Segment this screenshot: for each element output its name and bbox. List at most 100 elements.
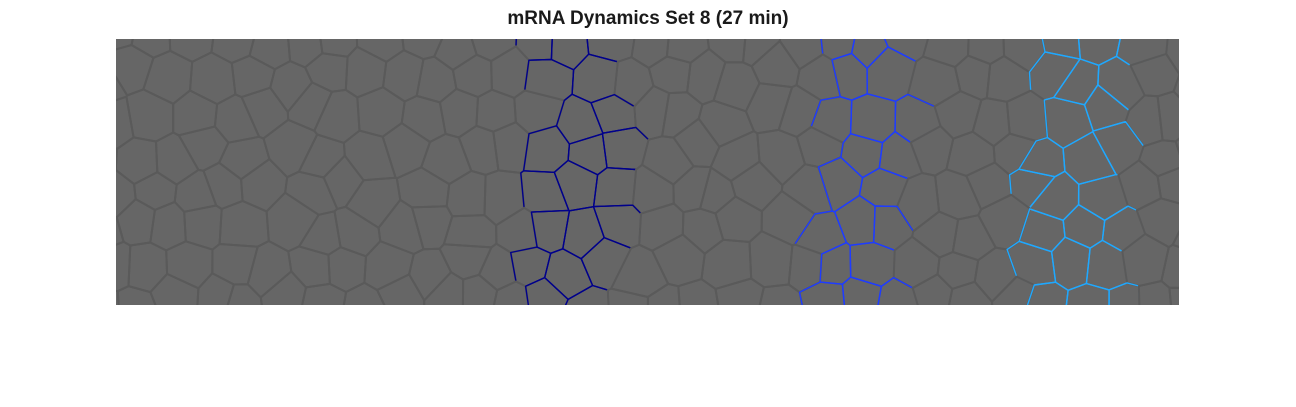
cell — [363, 240, 415, 291]
cell — [125, 88, 175, 143]
cell — [992, 132, 1038, 176]
highlighted-cell-stripe-2 — [819, 241, 852, 285]
cell — [492, 121, 530, 174]
cell — [445, 169, 487, 218]
cell — [262, 118, 319, 179]
cell — [304, 52, 349, 93]
highlighted-cell-stripe-3 — [1083, 84, 1130, 132]
cell — [906, 55, 962, 108]
highlighted-cell-stripe-3 — [1008, 168, 1056, 209]
cell — [433, 39, 478, 71]
cell — [991, 275, 1036, 305]
highlighted-cell-stripe-3 — [1041, 39, 1081, 60]
cell — [381, 122, 431, 180]
cell — [297, 133, 346, 179]
cell-tessellation — [116, 39, 1179, 305]
cell — [344, 176, 402, 229]
cell — [892, 235, 941, 289]
cell — [742, 39, 782, 68]
highlighted-cell-stripe-1 — [553, 159, 599, 212]
cell — [1135, 197, 1179, 249]
cell — [411, 205, 454, 251]
cell — [606, 287, 649, 305]
cell — [438, 243, 493, 281]
cell — [714, 277, 765, 305]
highlighted-cell-stripe-3 — [1092, 120, 1145, 176]
cell — [1002, 39, 1046, 74]
highlighted-cell-stripe-1 — [550, 39, 590, 71]
cell — [697, 99, 755, 148]
highlighted-cell-stripe-1 — [524, 276, 569, 305]
cell — [423, 271, 465, 305]
cell — [116, 168, 137, 219]
highlighted-cell-stripe-2 — [850, 39, 889, 69]
cell — [442, 214, 498, 249]
cell — [651, 233, 706, 288]
cell — [1005, 89, 1049, 142]
cell — [287, 245, 331, 289]
cell — [211, 243, 259, 286]
cell — [116, 136, 159, 186]
cell — [218, 135, 271, 181]
cell — [301, 282, 348, 305]
highlighted-cell-stripe-2 — [817, 156, 864, 213]
cell — [116, 44, 155, 97]
cell — [911, 210, 960, 259]
cell — [681, 207, 725, 255]
cell — [168, 39, 215, 63]
cell — [142, 49, 194, 105]
cell — [672, 117, 721, 169]
highlighted-cell-stripe-1 — [515, 39, 553, 61]
cell — [677, 278, 720, 305]
cell — [613, 56, 655, 108]
cell — [226, 283, 263, 305]
cell — [356, 86, 406, 138]
cell — [641, 135, 695, 186]
highlighted-cell-stripe-3 — [1050, 236, 1091, 292]
cell — [760, 190, 816, 247]
tissue-image-panel — [116, 39, 1179, 305]
highlighted-cell-stripe-2 — [841, 276, 883, 305]
cell — [149, 272, 200, 305]
cell — [438, 87, 479, 139]
highlighted-cell-stripe-3 — [1077, 39, 1121, 66]
cell — [395, 166, 451, 209]
highlighted-cell-stripe-2 — [873, 205, 914, 252]
cell — [344, 45, 388, 99]
cell — [116, 198, 156, 247]
cell — [322, 154, 365, 210]
cell — [202, 161, 244, 210]
cell — [709, 130, 761, 182]
cell — [665, 39, 710, 64]
highlighted-cell-stripe-1 — [590, 93, 637, 134]
cell — [408, 247, 453, 302]
cell — [965, 161, 1013, 211]
cell — [210, 39, 255, 65]
cell — [977, 193, 1031, 251]
cell — [922, 39, 970, 69]
cell — [265, 191, 320, 253]
cell — [218, 199, 270, 248]
cell — [495, 206, 539, 254]
cell — [750, 40, 801, 89]
figure-title: mRNA Dynamics Set 8 (27 min) — [507, 8, 789, 29]
cell — [1172, 73, 1179, 99]
highlighted-cell-stripe-2 — [849, 241, 896, 288]
highlighted-cell-stripe-1 — [544, 248, 594, 301]
cell — [189, 51, 237, 106]
highlighted-cell-stripe-1 — [567, 133, 608, 176]
cell — [196, 272, 235, 305]
cell — [1129, 52, 1179, 98]
cell — [787, 243, 823, 294]
cell — [896, 172, 941, 233]
highlighted-cell-stripe-1 — [564, 284, 610, 305]
cell — [714, 195, 763, 243]
highlighted-cell-stripe-3 — [1085, 239, 1128, 291]
cell — [116, 285, 157, 305]
cell — [778, 39, 824, 71]
cell — [1174, 137, 1179, 155]
cell — [1117, 159, 1162, 212]
cell — [461, 273, 499, 305]
highlighted-cell-stripe-3 — [1065, 282, 1110, 305]
cell — [1168, 286, 1179, 305]
